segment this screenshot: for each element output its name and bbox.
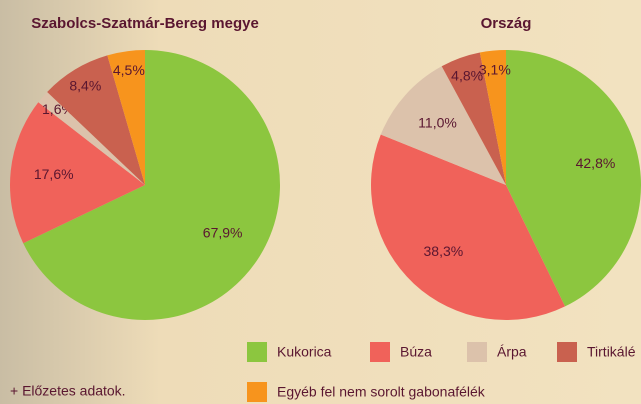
data-label: 3,1% [479, 61, 511, 77]
pie-slice [38, 91, 146, 185]
footnote: + Előzetes adatok. [10, 383, 126, 399]
pie-slice [23, 50, 281, 321]
pie-slice [380, 66, 506, 185]
legend-label: Kukorica [277, 344, 332, 360]
legend-swatch [557, 342, 577, 362]
legend-label: Tirtikálé [587, 344, 636, 360]
data-label: 67,9% [203, 225, 243, 241]
data-label: 8,4% [69, 78, 101, 94]
legend-label: Árpa [497, 344, 527, 360]
data-label: 4,8% [451, 68, 483, 84]
pie-slice [107, 50, 145, 185]
pie-slice [9, 102, 145, 244]
legend-swatch [247, 342, 267, 362]
data-label: 42,8% [576, 155, 616, 171]
data-label: 4,5% [113, 62, 145, 78]
legend-label: Egyéb fel nem sorolt gabonafélék [277, 384, 486, 400]
pie-slice [479, 50, 506, 185]
data-label: 11,0% [418, 115, 457, 131]
pie-slice [47, 55, 145, 185]
data-label: 38,3% [424, 243, 464, 259]
pie-slice [506, 50, 641, 307]
pie-slice [370, 134, 566, 320]
pie-title: Szabolcs-Szatmár-Bereg megye [31, 15, 259, 32]
legend-label: Búza [400, 344, 432, 360]
data-label: 17,6% [34, 166, 74, 182]
pie-slice [441, 52, 506, 185]
legend-swatch [467, 342, 487, 362]
pie-title: Ország [481, 15, 532, 32]
legend-swatch [247, 382, 267, 402]
legend-swatch [370, 342, 390, 362]
